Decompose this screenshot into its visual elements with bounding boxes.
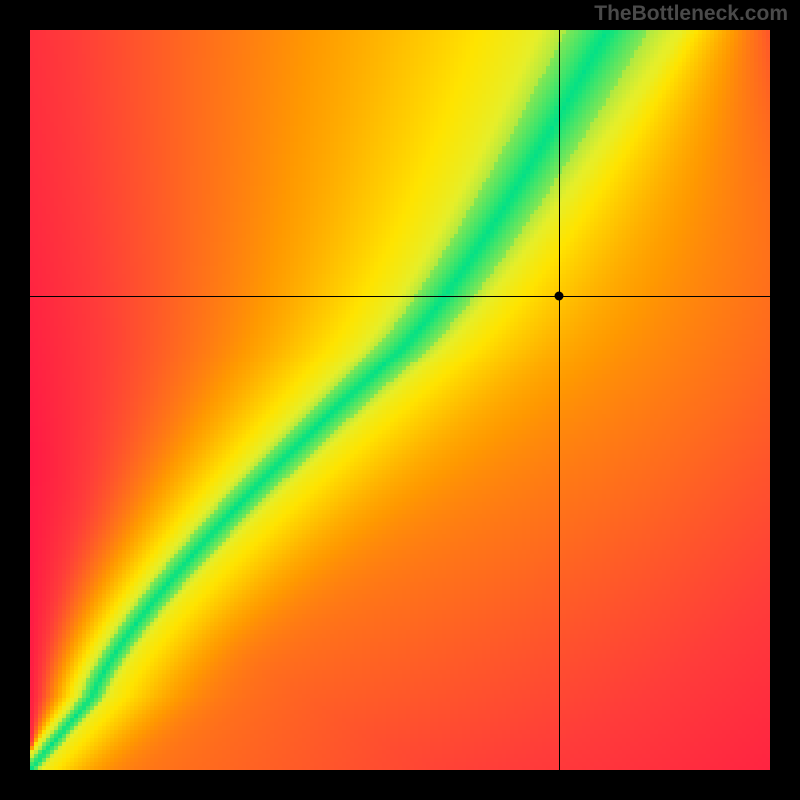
crosshair-marker [555, 292, 564, 301]
plot-area [30, 30, 770, 770]
crosshair-horizontal [30, 296, 770, 297]
crosshair-vertical [559, 30, 560, 770]
watermark-text: TheBottleneck.com [594, 2, 788, 26]
heatmap-canvas [30, 30, 770, 770]
chart-container: TheBottleneck.com [0, 0, 800, 800]
